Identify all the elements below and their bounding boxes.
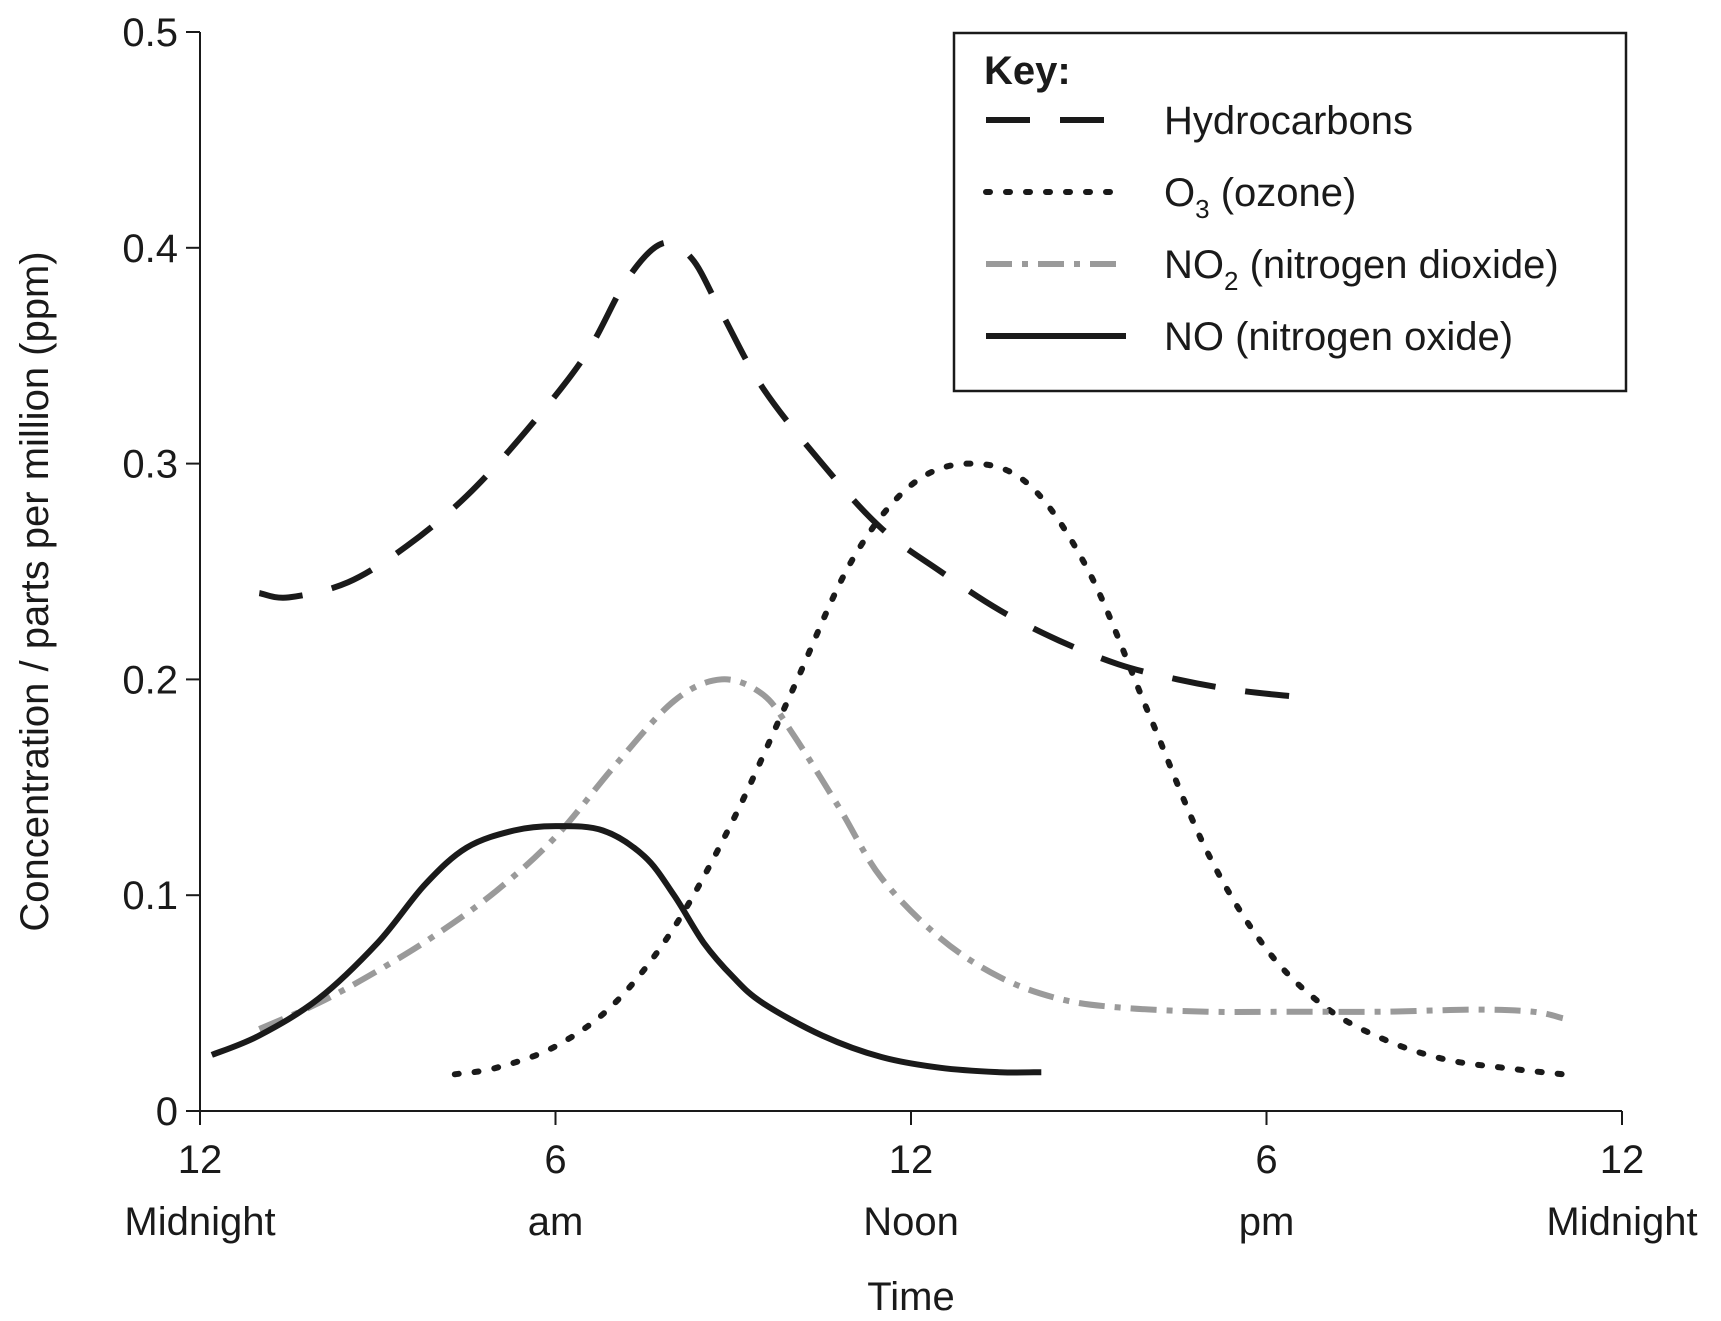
x-tick-sublabel: Midnight <box>1546 1200 1697 1244</box>
x-tick-label: 12 <box>889 1138 934 1182</box>
legend-label-rest: (nitrogen oxide) <box>1224 315 1513 359</box>
y-tick-label: 0.3 <box>122 443 178 487</box>
legend-label-main: NO <box>1164 315 1224 359</box>
x-tick-label: 12 <box>1600 1138 1645 1182</box>
y-tick-label: 0.5 <box>122 11 178 55</box>
series-layer <box>210 239 1566 1078</box>
x-tick-label: 12 <box>178 1138 223 1182</box>
legend-label-main: NO <box>1164 243 1224 287</box>
series-line-o3-ozone <box>451 460 1566 1078</box>
legend-label-subscript: 3 <box>1195 194 1209 224</box>
legend-box <box>952 31 1628 393</box>
y-tick-label: 0.1 <box>122 874 178 918</box>
x-tick-sublabel: Noon <box>863 1200 959 1244</box>
legend-label-rest: (nitrogen dioxide) <box>1238 243 1558 287</box>
legend-label-subscript: 2 <box>1224 266 1238 296</box>
legend-items: Hydrocarbons O3 (ozone) NO2 (nitrogen diox… <box>983 99 1559 359</box>
y-tick-label: 0.2 <box>122 658 178 702</box>
series-line-no-nitrogen-oxide <box>210 823 1042 1076</box>
legend-label-rest: (ozone) <box>1210 171 1357 215</box>
x-axis-title: Time <box>867 1275 954 1319</box>
legend-label-main: Hydrocarbons <box>1164 99 1413 143</box>
legend-label-no-nitrogen-oxide: NO (nitrogen oxide) <box>1164 315 1513 359</box>
legend: Key: Hydrocarbons O3 (ozone) NO2 (nitrogen… <box>952 31 1628 393</box>
legend-label-o3-ozone: O3 (ozone) <box>1164 171 1356 224</box>
legend-label-main: O <box>1164 171 1195 215</box>
legend-title: Key: <box>984 49 1071 93</box>
y-tick-label: 0 <box>156 1090 178 1134</box>
legend-label-hydrocarbons: Hydrocarbons <box>1164 99 1413 143</box>
x-tick-label: 6 <box>544 1138 566 1182</box>
x-tick-sublabel: Midnight <box>124 1200 275 1244</box>
legend-label-no2-nitrogen-dioxide: NO2 (nitrogen dioxide) <box>1164 243 1559 296</box>
x-tick-sublabel: pm <box>1239 1200 1295 1244</box>
y-tick-label: 0.4 <box>122 227 178 271</box>
x-tick-sublabel: am <box>528 1200 584 1244</box>
y-ticks: 0 0.1 0.2 0.3 0.4 0.5 <box>122 11 200 1134</box>
x-tick-label: 6 <box>1255 1138 1277 1182</box>
x-ticks: 12 Midnight 6 am 12 Noon 6 pm 12 Midnight <box>124 1111 1698 1244</box>
y-axis-title: Concentration / parts per million (ppm) <box>13 251 57 931</box>
